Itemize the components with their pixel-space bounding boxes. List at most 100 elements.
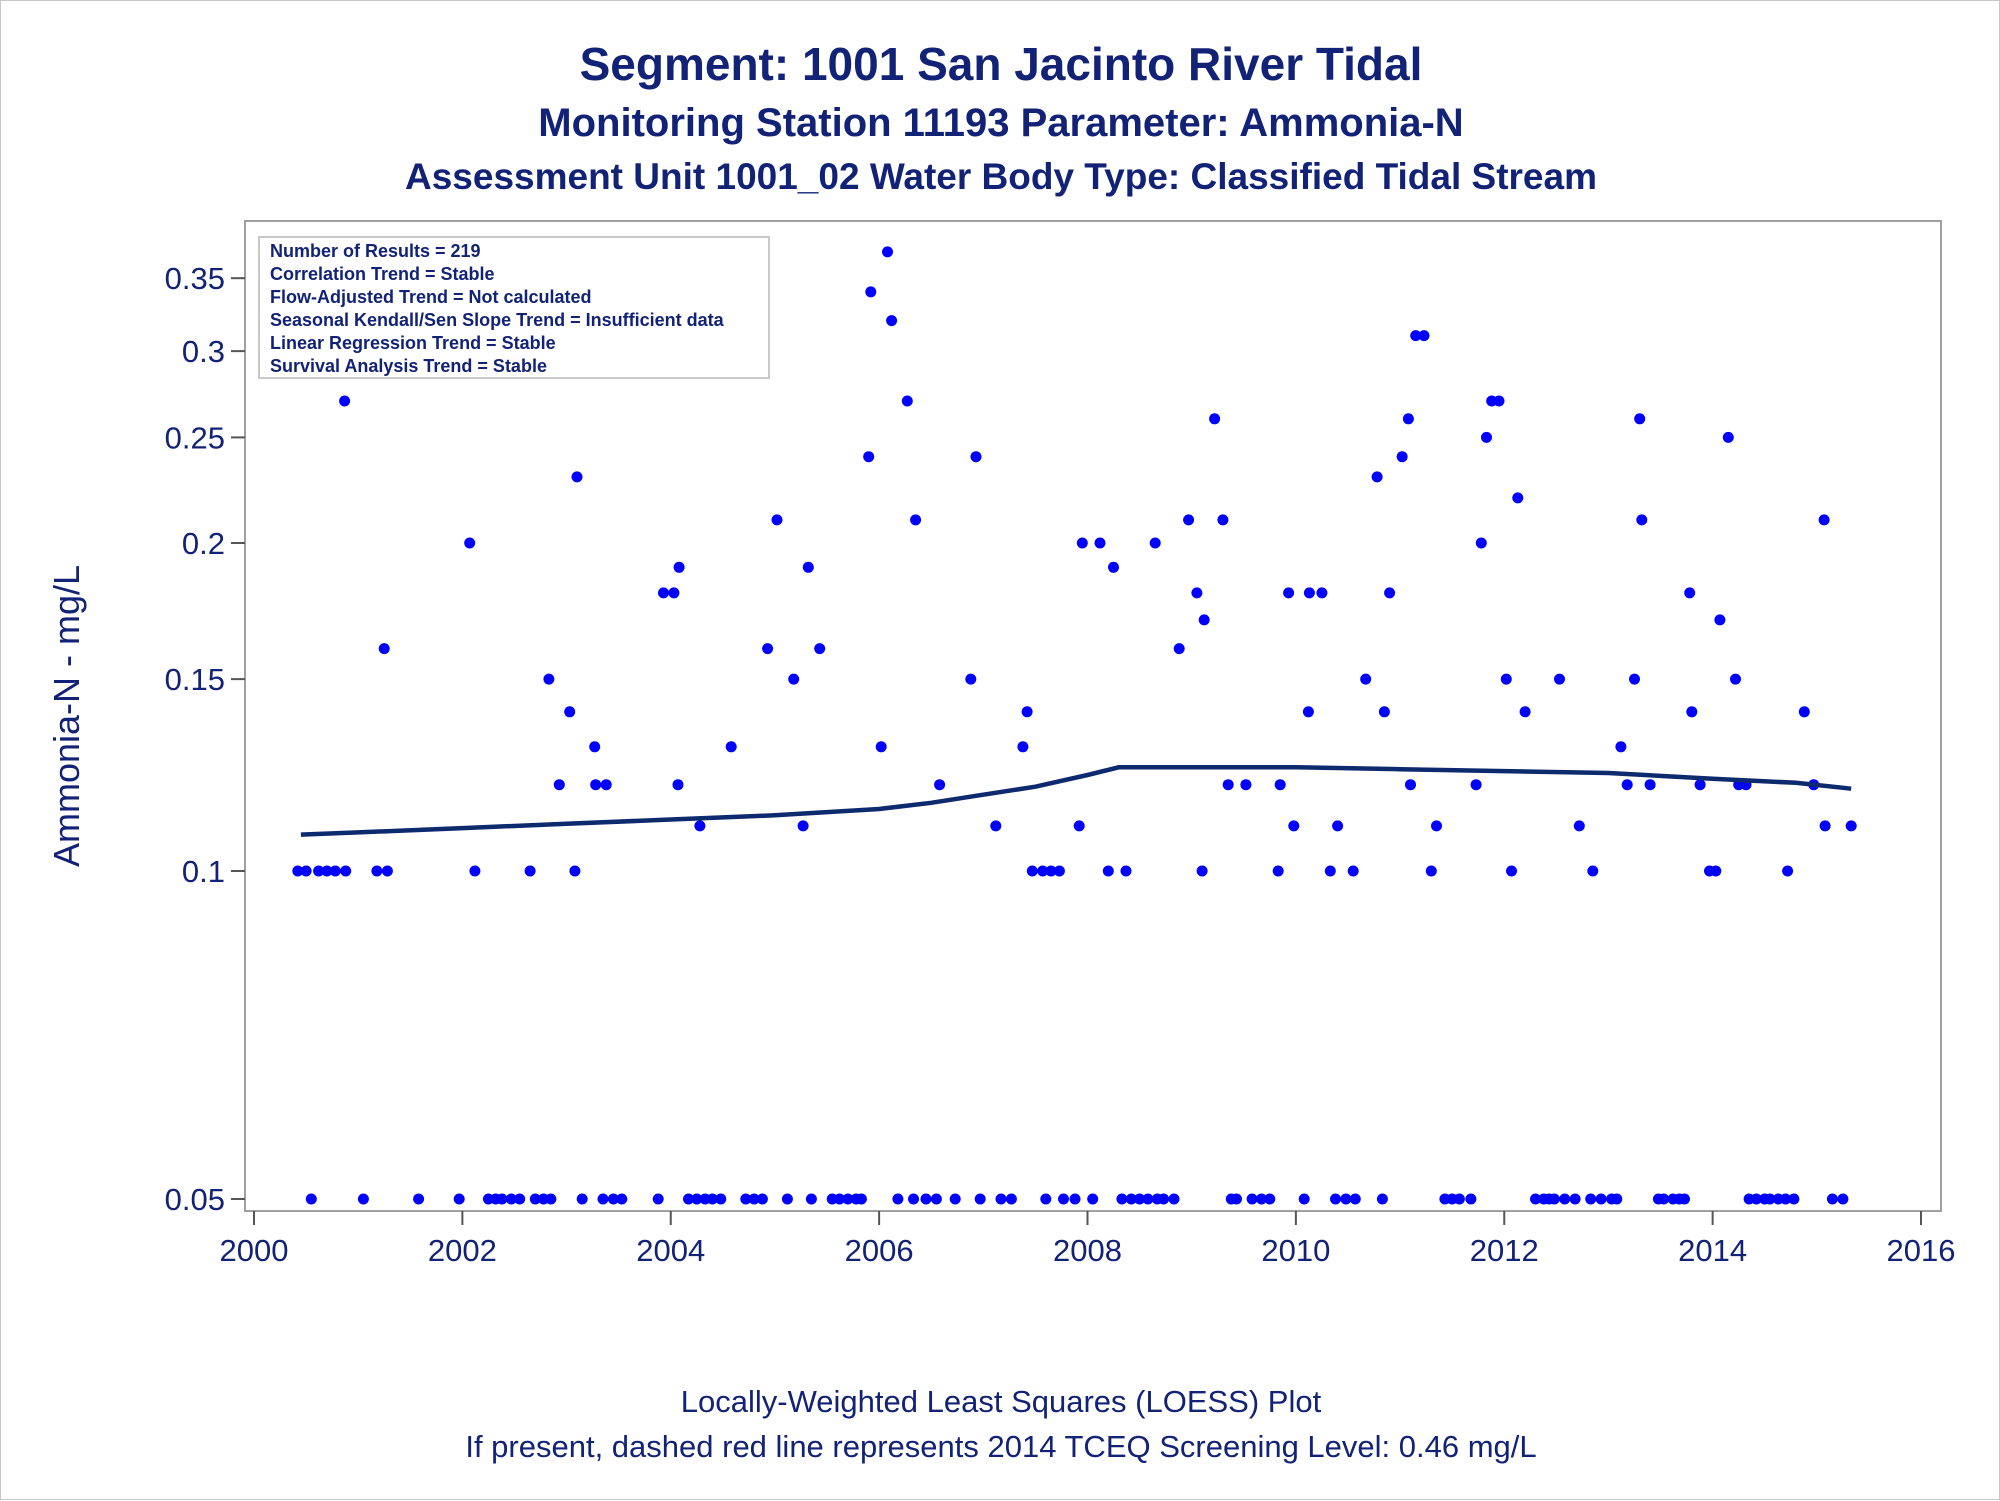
data-point <box>965 673 977 685</box>
data-point <box>910 514 922 526</box>
data-point <box>529 1193 541 1205</box>
data-point <box>834 1193 845 1205</box>
data-point <box>920 1193 932 1205</box>
y-tick-label: 0.25 <box>165 420 225 455</box>
data-point <box>321 865 333 877</box>
loess-curve-group <box>300 765 1852 837</box>
data-point <box>524 865 536 877</box>
data-point <box>569 865 581 877</box>
data-point <box>1819 820 1831 832</box>
stats-line: Seasonal Kendall/Sen Slope Trend = Insuf… <box>270 310 725 330</box>
data-point <box>1621 779 1633 791</box>
data-point <box>1378 706 1390 718</box>
data-point <box>1053 865 1065 877</box>
stats-box-frame <box>258 236 770 379</box>
data-point <box>908 1193 919 1205</box>
data-point <box>589 741 601 753</box>
data-point <box>1493 395 1505 407</box>
data-point <box>1274 779 1286 791</box>
data-point <box>1094 537 1106 549</box>
data-point <box>1425 865 1437 877</box>
stats-line: Flow-Adjusted Trend = Not calculated <box>270 287 592 307</box>
data-point <box>1209 413 1221 425</box>
x-tick-label: 2010 <box>1261 1233 1330 1268</box>
data-point <box>1332 820 1344 832</box>
data-point <box>453 1193 465 1205</box>
data-point <box>616 1193 628 1205</box>
y-tick-label: 0.3 <box>182 334 225 369</box>
data-point <box>1506 865 1517 877</box>
data-point <box>1481 431 1492 443</box>
data-point <box>1076 537 1088 549</box>
data-point <box>1684 587 1696 599</box>
data-point <box>1418 330 1430 342</box>
y-tick-label: 0.1 <box>182 854 225 889</box>
data-point <box>668 587 680 599</box>
data-point <box>1191 587 1203 599</box>
data-point <box>514 1193 526 1205</box>
data-point <box>300 865 312 877</box>
data-point <box>564 706 576 718</box>
data-point <box>1073 820 1085 832</box>
x-tick-label: 2006 <box>845 1233 914 1268</box>
data-point <box>1316 587 1328 599</box>
data-point <box>805 1193 817 1205</box>
data-point <box>413 1193 425 1205</box>
data-point <box>1782 865 1794 877</box>
stats-line: Number of Results = 219 <box>270 241 481 261</box>
data-point <box>1587 865 1599 877</box>
y-axis: 0.05 0.1 0.15 0.2 0.25 0.3 0.35 <box>165 261 245 1217</box>
data-point <box>1045 865 1057 877</box>
data-point <box>1037 865 1049 877</box>
data-point <box>1798 706 1810 718</box>
data-point <box>1750 1193 1762 1205</box>
x-tick-label: 2000 <box>220 1233 289 1268</box>
data-point <box>1069 1193 1081 1205</box>
data-point <box>1256 1193 1267 1205</box>
data-point <box>1183 514 1195 526</box>
data-point <box>762 643 774 655</box>
data-point <box>1134 1193 1146 1205</box>
data-point <box>725 741 737 753</box>
data-point <box>1384 587 1396 599</box>
data-point <box>1818 514 1830 526</box>
data-point <box>1573 820 1585 832</box>
data-point <box>1283 587 1295 599</box>
data-point <box>371 865 383 877</box>
data-point <box>1519 706 1531 718</box>
data-point <box>683 1193 694 1205</box>
x-tick-label: 2004 <box>636 1233 705 1268</box>
data-point <box>1636 514 1648 526</box>
data-point <box>970 451 982 463</box>
data-point <box>1644 779 1656 791</box>
data-point <box>1615 741 1627 753</box>
y-tick-label: 0.2 <box>182 526 225 561</box>
data-point <box>990 820 1002 832</box>
data-point <box>1694 779 1706 791</box>
chart-subtitle: Monitoring Station 11193 Parameter: Ammo… <box>538 101 1464 145</box>
y-tick-label: 0.15 <box>165 662 225 697</box>
data-point <box>1764 1193 1776 1205</box>
data-point <box>1021 706 1033 718</box>
chart-title: Segment: 1001 San Jacinto River Tidal <box>579 38 1423 90</box>
data-point <box>1585 1193 1597 1205</box>
data-point <box>1196 865 1208 877</box>
data-point <box>1272 865 1284 877</box>
data-point <box>357 1193 369 1205</box>
data-point <box>1040 1193 1052 1205</box>
data-point <box>863 451 875 463</box>
data-point <box>652 1193 664 1205</box>
data-point <box>305 1193 317 1205</box>
data-point <box>1198 614 1210 626</box>
data-point <box>1017 741 1029 753</box>
data-point <box>340 865 352 877</box>
data-point <box>1512 492 1524 504</box>
data-point <box>1634 413 1646 425</box>
data-point <box>1217 514 1229 526</box>
data-point <box>597 1193 609 1205</box>
data-point <box>1548 1193 1560 1205</box>
data-point <box>974 1193 986 1205</box>
data-point <box>706 1193 718 1205</box>
data-point <box>1231 1193 1242 1205</box>
